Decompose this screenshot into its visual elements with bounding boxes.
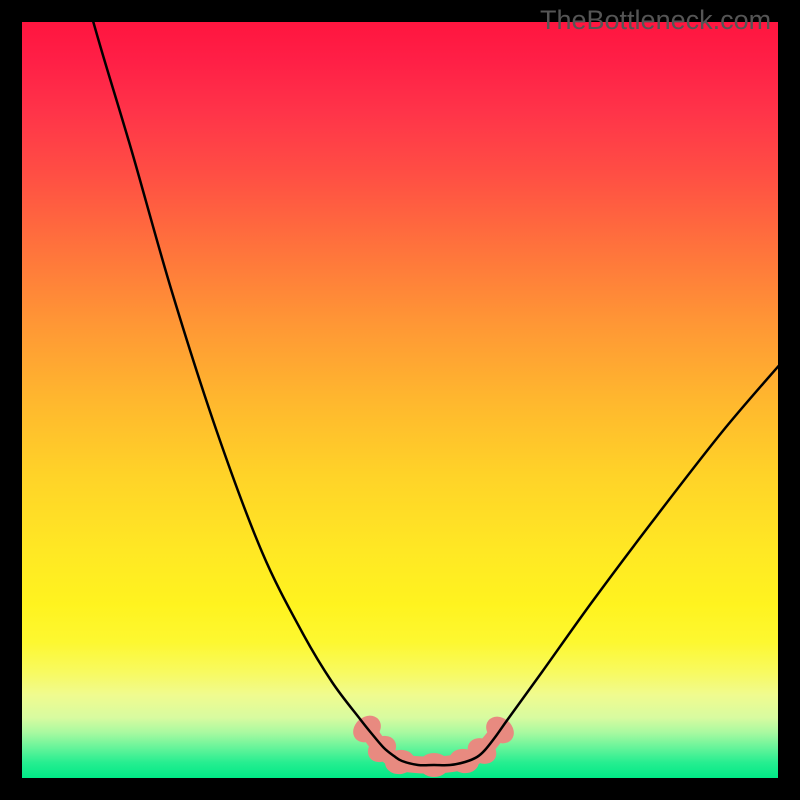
v-curve — [82, 0, 782, 765]
plot-area — [22, 22, 778, 778]
curve-layer — [22, 22, 778, 778]
chart-canvas: TheBottleneck.com — [0, 0, 800, 800]
watermark-text: TheBottleneck.com — [540, 5, 771, 36]
floor-markers — [348, 710, 519, 777]
